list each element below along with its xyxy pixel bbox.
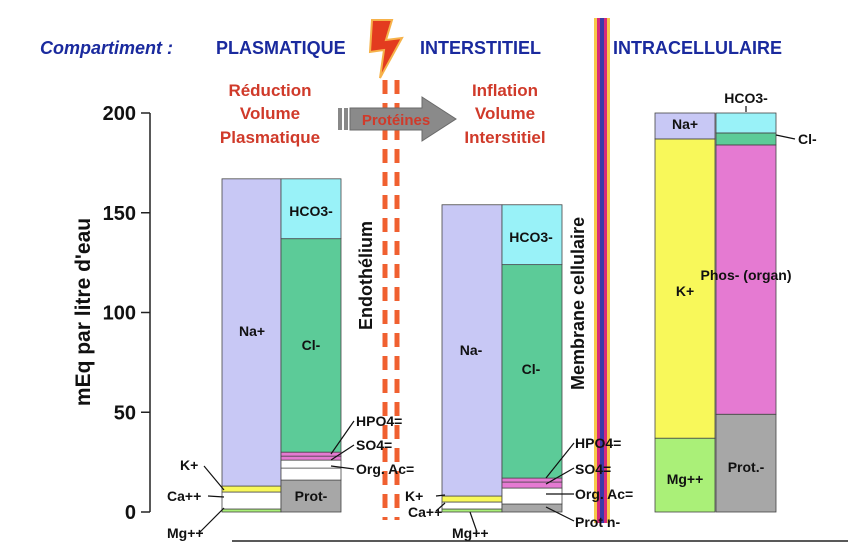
bar-segment — [280, 238, 342, 453]
label-inter-orgac: Org. Ac= — [575, 486, 633, 502]
reduction-line-2: Volume — [240, 104, 300, 123]
inflation-line-1: Inflation — [472, 81, 538, 100]
lightning-icon — [368, 19, 404, 79]
bar-segment — [715, 132, 777, 146]
label-plasma-so4: SO4= — [356, 437, 392, 453]
y-tick-label: 200 — [103, 103, 136, 125]
label-plasma-hpo4: HPO4= — [356, 413, 402, 429]
label-plasma-na: Na+ — [239, 323, 265, 339]
label-plasma-orgac: Org. Ac= — [356, 461, 414, 477]
endothelium-barrier — [382, 80, 400, 520]
header-interstitial: INTERSTITIEL — [420, 38, 541, 58]
bar-segment — [501, 487, 563, 505]
bar-segment — [221, 178, 282, 487]
membrane-label: Membrane cellulaire — [568, 217, 588, 390]
header-prefix: Compartiment : — [40, 38, 173, 58]
label-intra-mg: Mg++ — [667, 471, 704, 487]
label-intra-k: K+ — [676, 283, 694, 299]
y-tick-label: 150 — [103, 203, 136, 225]
y-axis: 0 50 100 150 200 — [103, 103, 151, 524]
bar-segment — [280, 178, 342, 240]
label-inter-prot: Prot n- — [575, 514, 620, 530]
label-inter-k: K+ — [405, 488, 423, 504]
label-intra-cl: Cl- — [798, 131, 817, 147]
label-intra-hco3: HCO3- — [724, 90, 768, 106]
header-intracellular: INTRACELLULAIRE — [613, 38, 782, 58]
bar-segment — [501, 204, 563, 266]
bar-intracellular-cations — [654, 112, 716, 513]
label-intra-na: Na+ — [672, 116, 698, 132]
bar-segment — [501, 264, 563, 479]
label-inter-ca: Ca++ — [408, 504, 442, 520]
label-intra-prot: Prot.- — [728, 459, 765, 475]
y-axis-label: mEq par litre d'eau — [72, 218, 95, 406]
inflation-line-3: Interstitiel — [464, 128, 545, 147]
label-inter-cl: Cl- — [522, 361, 541, 377]
bar-intracellular-anions — [715, 112, 777, 513]
bar-segment — [441, 204, 503, 497]
reduction-line-3: Plasmatique — [220, 128, 320, 147]
bar-segment — [280, 459, 342, 469]
label-plasma-k: K+ — [180, 457, 198, 473]
bar-segment — [715, 112, 777, 134]
header-plasma: PLASMATIQUE — [216, 38, 346, 58]
bar-segment — [654, 437, 716, 513]
bars — [221, 112, 777, 513]
bar-segment — [221, 508, 282, 513]
bar-labels: Na+ Cl- HCO3- Prot- K+ Ca++ Mg++ HPO4= S… — [167, 90, 817, 541]
label-inter-so4: SO4= — [575, 461, 611, 477]
bar-segment — [221, 485, 282, 493]
bar-plasma-anions — [280, 178, 342, 513]
label-inter-hpo4: HPO4= — [575, 435, 621, 451]
y-tick-label: 100 — [103, 303, 136, 325]
leader-lines — [199, 106, 796, 533]
reduction-annotation: Réduction Volume Plasmatique — [220, 81, 320, 147]
label-plasma-cl: Cl- — [302, 337, 321, 353]
bar-segment — [441, 501, 503, 510]
proteins-label: Protéines — [362, 112, 430, 129]
bar-segment — [654, 138, 716, 439]
label-plasma-mg: Mg++ — [167, 525, 204, 541]
bar-segment — [221, 491, 282, 510]
bar-segment — [280, 467, 342, 481]
y-tick-label: 50 — [114, 402, 136, 424]
cell-membrane — [594, 18, 610, 523]
bar-interstitial-cations — [441, 204, 503, 513]
endothelium-label: Endothélium — [356, 221, 376, 330]
label-inter-mg: Mg++ — [452, 525, 489, 541]
bar-segment — [654, 112, 716, 140]
bar-interstitial-anions — [501, 204, 563, 513]
label-intra-phos: Phos- (organ) — [701, 267, 792, 283]
label-plasma-prot: Prot- — [295, 488, 328, 504]
bar-segment — [280, 479, 342, 513]
proteins-arrow — [338, 96, 457, 142]
bar-segment — [441, 495, 503, 503]
reduction-line-1: Réduction — [228, 81, 311, 100]
bar-segment — [501, 481, 563, 489]
label-inter-hco3: HCO3- — [509, 229, 553, 245]
bar-segment — [441, 508, 503, 513]
label-inter-na: Na- — [460, 342, 483, 358]
inflation-line-2: Volume — [475, 104, 535, 123]
label-plasma-hco3: HCO3- — [289, 203, 333, 219]
inflation-annotation: Inflation Volume Interstitiel — [464, 81, 545, 147]
y-tick-label: 0 — [125, 502, 136, 524]
label-plasma-ca: Ca++ — [167, 488, 201, 504]
bar-plasma-cations — [221, 178, 282, 513]
